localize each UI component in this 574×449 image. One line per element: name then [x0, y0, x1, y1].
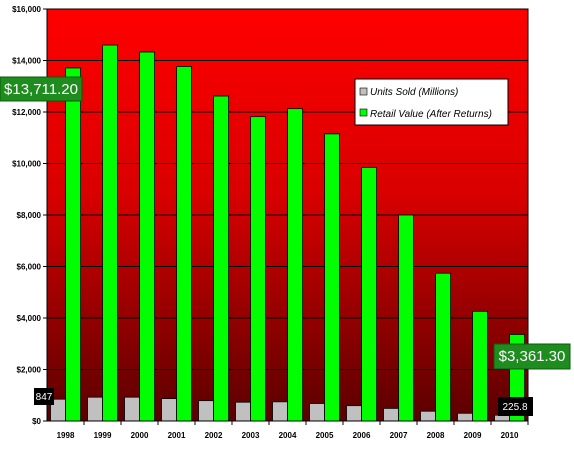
- callout-box: [498, 397, 533, 416]
- callout-label: 225.8: [502, 402, 527, 413]
- retail-bar: [361, 166, 377, 422]
- y-tick-label: $2,000: [17, 366, 42, 375]
- y-tick-label: $0: [32, 417, 41, 426]
- x-tick-label: 2010: [501, 431, 519, 440]
- y-tick-label: $8,000: [17, 211, 42, 220]
- units-bar: [272, 401, 288, 422]
- retail-bar: [472, 310, 488, 422]
- retail-bar: [435, 272, 451, 422]
- callout-1998-units: 847: [34, 388, 54, 405]
- callout-2010-units: 225.8: [498, 397, 533, 416]
- callout-box: [34, 388, 54, 405]
- units-bar: [235, 401, 251, 422]
- retail-bar: [324, 133, 340, 422]
- legend: Units Sold (Millions) Retail Value (Afte…: [354, 78, 509, 126]
- y-tick-label: $10,000: [12, 160, 41, 169]
- retail-bar: [176, 66, 192, 422]
- units-bar: [161, 398, 177, 422]
- y-tick-label: $4,000: [17, 314, 42, 323]
- callout-label: $3,361.30: [499, 348, 566, 365]
- legend-swatch-units: [359, 87, 368, 96]
- x-tick-label: 2002: [205, 431, 223, 440]
- units-bar: [346, 405, 362, 422]
- retail-bar: [250, 116, 266, 422]
- retail-bar: [398, 214, 414, 422]
- units-bar: [309, 403, 325, 422]
- y-axis-ticks: $0 $2,000 $4,000 $6,000 $8,000 $10,000 $12,000…: [12, 5, 47, 426]
- callout-label: 847: [36, 392, 53, 403]
- retail-bar: [213, 95, 229, 422]
- retail-bar: [65, 67, 81, 422]
- units-bar: [457, 412, 473, 422]
- x-axis-ticks: 1998 1999 2000 2001 2002 2003 2004 2005 2006 2007…: [57, 421, 529, 440]
- x-tick-label: 2001: [168, 431, 186, 440]
- x-tick-label: 2004: [279, 431, 297, 440]
- x-tick-label: 1999: [94, 431, 112, 440]
- callout-box: [493, 343, 571, 370]
- units-bar: [420, 410, 436, 422]
- x-tick-label: 2005: [316, 431, 334, 440]
- bars: [50, 44, 525, 422]
- callout-label: $13,711.20: [4, 81, 78, 98]
- legend-swatch-retail: [359, 108, 368, 117]
- y-tick-label: $16,000: [12, 5, 41, 14]
- retail-bar: [102, 44, 118, 422]
- units-bar: [198, 400, 214, 422]
- y-tick-label: $14,000: [12, 57, 41, 66]
- x-tick-label: 2006: [353, 431, 371, 440]
- x-tick-label: 2000: [131, 431, 149, 440]
- units-bar: [383, 407, 399, 422]
- x-tick-label: 2009: [464, 431, 482, 440]
- legend-label-retail: Retail Value (After Returns): [370, 109, 492, 120]
- units-bar: [124, 396, 140, 422]
- x-tick-label: 2008: [427, 431, 445, 440]
- x-tick-label: 1998: [57, 431, 75, 440]
- x-tick-label: 2003: [242, 431, 260, 440]
- units-bar: [494, 414, 510, 422]
- y-tick-label: $12,000: [12, 108, 41, 117]
- legend-box: [354, 78, 509, 126]
- retail-bar: [139, 51, 155, 422]
- callout-1998-retail: $13,711.20: [0, 76, 83, 102]
- retail-bar: [287, 108, 303, 422]
- callout-2010-retail: $3,361.30: [493, 343, 571, 370]
- y-tick-label: $6,000: [17, 263, 42, 272]
- x-tick-label: 2007: [390, 431, 408, 440]
- legend-label-units: Units Sold (Millions): [370, 87, 458, 98]
- callout-box: [0, 76, 83, 102]
- units-bar: [87, 396, 103, 422]
